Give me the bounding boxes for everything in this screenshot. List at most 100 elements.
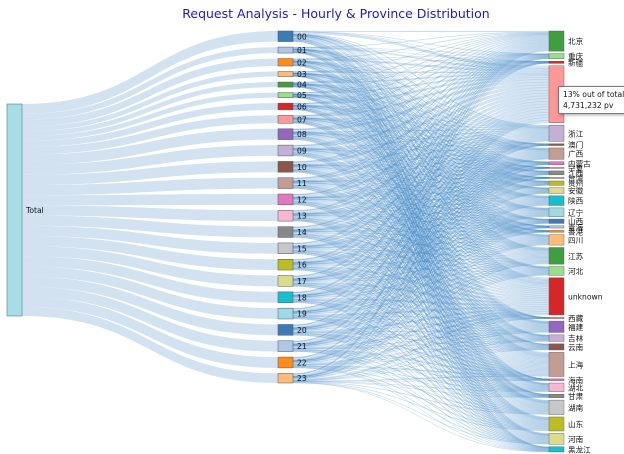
node-label-province-p26: 上海	[568, 359, 584, 369]
node-label-province-p16: 青海	[568, 222, 584, 232]
link-total-20	[22, 276, 278, 336]
node-label-province-p23: 福建	[568, 322, 584, 332]
link-total-09	[22, 145, 278, 175]
node-hour-05	[277, 92, 294, 98]
node-label-hour-02: 02	[297, 58, 307, 67]
link-total-04	[22, 82, 278, 137]
link-total-19	[22, 266, 278, 319]
node-label-hour-15: 15	[297, 244, 307, 253]
tooltip-pageviews: 4,731,232 pv	[563, 101, 614, 110]
node-label-hour-14: 14	[297, 228, 307, 237]
node-province-p22	[548, 317, 565, 319]
tooltip-share: 13% out of total	[563, 90, 624, 99]
node-label-province-p27: 海南	[568, 375, 584, 385]
node-hour-23	[277, 373, 294, 384]
node-label-hour-17: 17	[297, 277, 307, 286]
node-label-province-p7: 内蒙古	[568, 158, 591, 168]
node-label-province-p5: 澳门	[568, 140, 583, 150]
node-province-p24	[548, 334, 565, 342]
node-label-province-p15: 山西	[568, 216, 584, 226]
link-total-22	[22, 296, 278, 368]
node-hour-06	[277, 102, 294, 111]
node-province-p33	[548, 446, 565, 453]
link-total-18	[22, 256, 278, 303]
chart-title: Request Analysis - Hourly & Province Dis…	[182, 6, 489, 21]
link-total-06	[22, 103, 278, 148]
node-province-p18	[548, 234, 565, 246]
node-label-province-p22: 西藏	[568, 313, 584, 323]
node-hour-04	[277, 81, 294, 88]
node-label-province-p14: 辽宁	[568, 207, 584, 217]
node-province-p4	[548, 124, 565, 142]
node-label-hour-21: 21	[297, 342, 307, 351]
node-hour-07	[277, 115, 294, 124]
node-province-p26	[548, 352, 565, 377]
link-total-01	[22, 47, 278, 120]
node-label-province-p10: 台湾	[568, 173, 584, 183]
node-label-province-p11: 贵州	[568, 178, 583, 188]
node-hour-12	[277, 193, 294, 206]
node-label-province-p1: 重庆	[568, 51, 584, 61]
link-total-13	[22, 205, 278, 222]
node-hour-10	[277, 161, 294, 173]
node-hour-22	[277, 356, 294, 369]
node-hour-18	[277, 291, 294, 303]
tooltip: 13% out of total 4,731,232 pv	[558, 86, 624, 114]
link-total-00	[22, 31, 278, 114]
node-label-hour-07: 07	[297, 115, 307, 124]
node-hour-01	[277, 46, 294, 54]
node-hour-15	[277, 242, 294, 254]
node-province-p9	[548, 170, 565, 176]
links-hours-to-provinces	[292, 30, 550, 453]
node-label-province-p29: 甘肃	[568, 391, 584, 401]
node-label-province-p33: 黑龙江	[568, 444, 591, 454]
node-label-hour-10: 10	[297, 163, 307, 172]
node-province-p16	[548, 225, 565, 229]
node-label-province-p2: 新疆	[568, 57, 584, 67]
node-hour-21	[277, 340, 294, 352]
node-label-province-p32: 河南	[568, 434, 584, 444]
link-total-07	[22, 115, 278, 155]
link-total-23	[22, 306, 278, 383]
node-hour-09	[277, 144, 294, 157]
node-label-province-p9: 江西	[568, 169, 584, 178]
node-label-hour-12: 12	[297, 195, 307, 204]
node-label-hour-13: 13	[297, 212, 307, 221]
node-province-p23	[548, 320, 565, 333]
node-province-p7	[548, 161, 565, 166]
node-label-hour-19: 19	[297, 310, 307, 319]
node-label-province-p17: 香港	[568, 226, 584, 236]
node-label-province-p0: 北京	[568, 36, 584, 46]
node-province-p25	[548, 343, 565, 351]
node-hour-08	[277, 128, 294, 140]
link-total-17	[22, 246, 278, 287]
node-label-hour-04: 04	[297, 81, 307, 90]
node-label-hour-11: 11	[297, 179, 307, 188]
node-province-p29	[548, 393, 565, 398]
node-label-hour-00: 00	[297, 32, 307, 41]
node-label-province-p6: 广西	[568, 149, 584, 159]
node-province-p31	[548, 416, 565, 432]
node-province-p27	[548, 378, 565, 381]
node-hour-11	[277, 177, 294, 189]
node-hour-00	[277, 30, 294, 42]
node-label-hour-03: 03	[297, 70, 307, 79]
node-label-hour-08: 08	[297, 130, 307, 139]
link-total-15	[22, 225, 278, 254]
node-label-province-p8: 宁夏	[568, 163, 584, 173]
node-label-province-p28: 湖北	[568, 383, 584, 392]
link-total-10	[22, 161, 278, 186]
node-label-province-p24: 吉林	[568, 333, 584, 343]
node-province-p5	[548, 143, 565, 146]
node-label-province-p12: 安徽	[568, 186, 584, 196]
node-province-p32	[548, 433, 565, 445]
node-label-hour-01: 01	[297, 46, 307, 55]
link-total-16	[22, 235, 278, 271]
node-label-hour-16: 16	[297, 261, 307, 270]
links-total-to-hours	[22, 31, 278, 383]
node-label-hour-09: 09	[297, 147, 307, 156]
link-total-14	[22, 215, 278, 238]
node-label-province-p13: 陕西	[568, 196, 584, 206]
